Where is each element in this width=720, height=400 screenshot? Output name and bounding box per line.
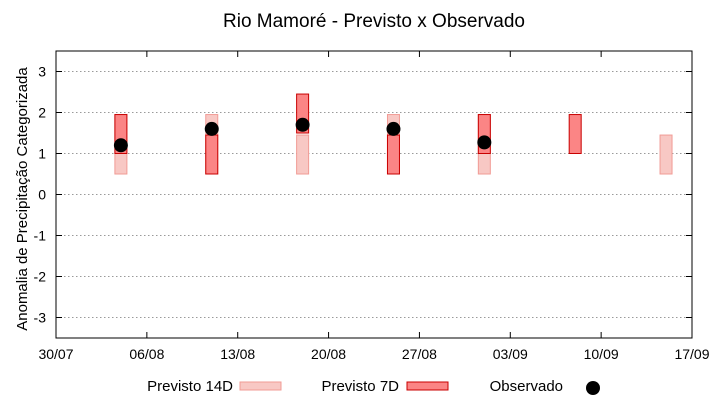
point-layer xyxy=(113,117,492,153)
observed-point xyxy=(204,121,219,136)
x-tick-label: 20/08 xyxy=(311,346,346,362)
legend: Previsto 14D Previsto 7D Observado xyxy=(147,378,600,395)
observed-point xyxy=(477,135,492,150)
observed-point xyxy=(295,117,310,132)
y-tick-label: -3 xyxy=(34,310,47,326)
x-tick-label: 13/08 xyxy=(220,346,255,362)
bar-previsto-14d xyxy=(296,134,310,175)
y-tick-label: 2 xyxy=(38,105,46,121)
bar-previsto-7d xyxy=(205,134,219,175)
observed-point xyxy=(386,121,401,136)
x-tick-label: 30/07 xyxy=(38,346,73,362)
y-tick-label: 3 xyxy=(38,64,46,80)
axis-layer: 3 2 1 0 -1 -2 -3 30/07 06/08 13/08 20/08 27/08 03/09… xyxy=(34,50,710,362)
bar-layer xyxy=(114,93,673,175)
y-tick-label: 1 xyxy=(38,146,46,162)
bar-previsto-7d xyxy=(568,114,582,155)
legend-marker xyxy=(586,381,600,395)
chart-title: Rio Mamoré - Previsto x Observado xyxy=(223,11,525,32)
x-tick-label: 06/08 xyxy=(129,346,164,362)
bar-previsto-7d xyxy=(386,134,400,175)
y-tick-label: 0 xyxy=(38,187,46,203)
observed-point xyxy=(113,138,128,153)
bar-previsto-14d xyxy=(659,134,673,175)
x-tick-label: 03/09 xyxy=(493,346,528,362)
x-tick-label: 27/08 xyxy=(402,346,437,362)
y-axis-label: Anomalia de Precipitação Categorizada xyxy=(14,67,31,331)
grid-layer xyxy=(56,71,692,318)
legend-label: Previsto 7D xyxy=(321,378,399,395)
legend-label: Observado xyxy=(490,378,563,395)
y-tick-label: -1 xyxy=(34,228,47,244)
plot-frame xyxy=(55,50,693,339)
x-tick-label: 17/09 xyxy=(674,346,709,362)
legend-swatch xyxy=(406,381,449,391)
legend-label: Previsto 14D xyxy=(147,378,233,395)
legend-swatch xyxy=(239,381,282,391)
y-tick-label: -2 xyxy=(34,269,47,285)
x-tick-label: 10/09 xyxy=(584,346,619,362)
